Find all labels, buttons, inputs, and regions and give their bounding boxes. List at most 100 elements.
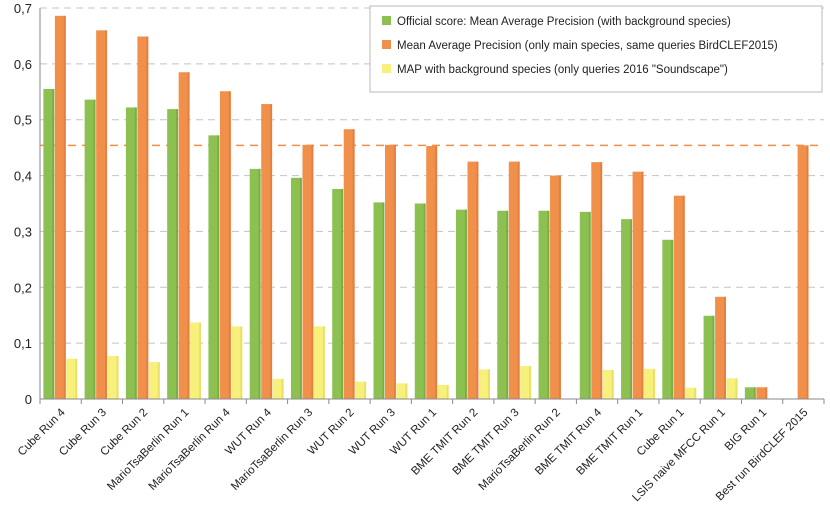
bar-shade-series-2 [270, 104, 273, 399]
bar-series-3 [66, 358, 78, 399]
bar-series-2 [467, 161, 479, 399]
legend-swatch [382, 64, 391, 73]
bar-shade-series-2 [682, 195, 685, 399]
bar-shade-series-1 [134, 107, 137, 400]
bar-series-1 [332, 188, 344, 399]
legend-swatch [382, 16, 391, 25]
bar-shade-series-3 [611, 369, 614, 399]
bar-shade-series-3 [116, 355, 119, 399]
bar-shade-series-1 [299, 177, 302, 399]
bar-series-1 [43, 88, 55, 400]
bar-series-2 [384, 144, 396, 399]
bar-series-3 [313, 326, 325, 399]
bar-shade-series-1 [93, 99, 96, 400]
legend: Official score: Mean Average Precision (… [369, 5, 823, 93]
bar-shade-series-2 [146, 36, 149, 400]
bar-shade-series-3 [364, 381, 367, 399]
bar-shade-series-1 [464, 209, 467, 399]
bar-series-2 [137, 36, 149, 400]
bar-series-2 [96, 30, 108, 400]
bar-shade-series-2 [393, 144, 396, 399]
bar-series-1 [125, 107, 137, 400]
bar-shade-series-2 [311, 144, 314, 399]
bar-series-1 [497, 210, 509, 399]
bar-shade-series-1 [382, 202, 385, 399]
bar-shade-series-2 [765, 387, 768, 399]
bar-shade-series-3 [529, 366, 532, 399]
bar-shade-series-1 [588, 211, 591, 399]
bar-shade-series-1 [671, 239, 674, 399]
bar-shade-series-3 [322, 326, 325, 399]
bar-shade-series-3 [487, 369, 490, 399]
bar-series-1 [373, 202, 385, 399]
bar-shade-series-2 [600, 162, 603, 399]
bar-shade-series-2 [806, 145, 809, 399]
bar-series-3 [602, 369, 614, 399]
bar-series-2 [673, 195, 685, 399]
bar-shade-series-2 [517, 161, 520, 399]
bar-series-2 [54, 15, 66, 399]
bar-shade-series-3 [199, 322, 202, 399]
x-category-label: MarioTsaBerlin Run 2 [477, 407, 563, 493]
bar-series-3 [231, 326, 243, 399]
x-category-label: MarioTsaBerlin Run 4 [147, 406, 234, 493]
bar-series-3 [190, 322, 202, 399]
y-tick-label: 0,1 [14, 336, 32, 351]
bar-series-1 [84, 99, 96, 400]
bar-shade-series-3 [446, 385, 449, 399]
bar-shade-series-3 [157, 362, 160, 399]
bar-shade-series-2 [105, 30, 108, 400]
bar-shade-series-1 [258, 168, 261, 399]
bar-shade-series-3 [75, 358, 78, 399]
bar-shade-series-2 [476, 161, 479, 399]
bar-shade-series-3 [281, 378, 284, 399]
bar-shade-series-2 [187, 72, 190, 400]
bar-shade-series-1 [52, 88, 55, 400]
bar-shade-series-1 [176, 109, 179, 399]
y-tick-label: 0,7 [14, 1, 32, 16]
bar-series-2 [756, 387, 768, 399]
y-tick-label: 0,5 [14, 113, 32, 128]
legend-swatch [382, 40, 391, 49]
y-tick-label: 0,3 [14, 224, 32, 239]
x-category-label: MarioTsaBerlin Run 1 [105, 407, 191, 493]
bar-series-1 [579, 211, 591, 399]
bar-shade-series-2 [558, 175, 561, 399]
bar-shade-series-2 [63, 15, 66, 399]
bar-shade-series-3 [240, 326, 243, 399]
bar-series-1 [621, 219, 632, 399]
bar-shade-series-3 [405, 383, 408, 399]
bar-series-2 [715, 296, 726, 399]
bar-shade-series-1 [506, 210, 509, 399]
legend-label: Official score: Mean Average Precision (… [397, 16, 731, 28]
bar-series-3 [107, 355, 119, 399]
bar-shade-series-1 [712, 315, 715, 399]
bar-series-2 [302, 144, 314, 399]
bar-shade-series-2 [352, 129, 355, 399]
legend-box [369, 5, 823, 93]
bar-series-1 [456, 209, 467, 399]
bar-series-1 [208, 135, 220, 399]
bar-series-2 [343, 129, 355, 399]
y-tick-label: 0,2 [14, 280, 32, 295]
bar-series-1 [290, 177, 302, 399]
bar-series-2 [550, 175, 561, 399]
bar-shade-series-3 [652, 368, 655, 399]
bar-shade-series-1 [547, 210, 550, 399]
bar-series-3 [272, 378, 284, 399]
y-tick-label: 0 [25, 392, 32, 407]
bar-series-1 [249, 168, 261, 399]
bar-series-3 [685, 387, 697, 399]
bar-series-2 [591, 162, 603, 399]
bar-series-1 [414, 203, 426, 399]
axes [39, 8, 825, 404]
bar-shade-series-2 [228, 91, 231, 399]
bar-series-1 [744, 387, 756, 399]
bar-series-1 [167, 109, 179, 399]
bar-shade-series-2 [723, 296, 726, 399]
bar-series-2 [426, 145, 438, 399]
bar-shade-series-1 [753, 387, 756, 399]
